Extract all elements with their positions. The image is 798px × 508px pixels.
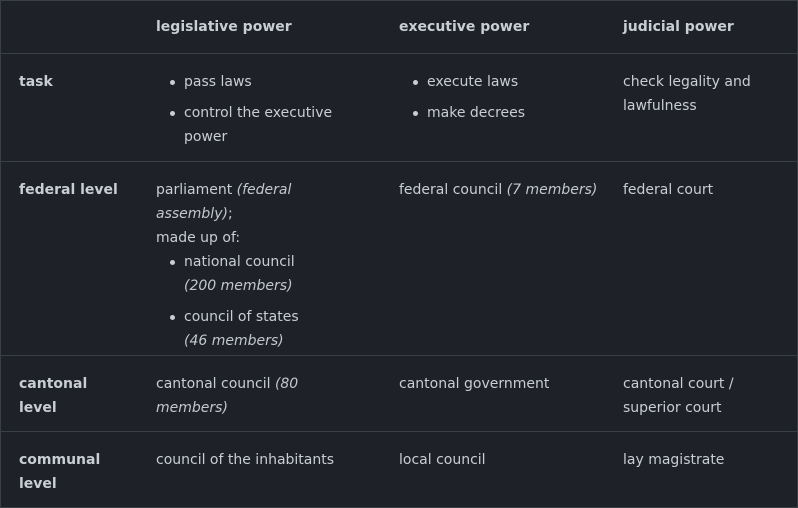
communal-legislative: council of the inhabitants [156, 452, 335, 468]
superior-court-text: superior court [623, 400, 722, 416]
list-item: pass laws [170, 70, 371, 94]
cantonal-council-members-1: (80 [274, 376, 299, 392]
list-item: control the executive power [170, 101, 371, 149]
row-label-task: task [19, 74, 53, 90]
federal-council-members: (7 members) [506, 182, 598, 198]
header-judicial: judicial power [623, 19, 734, 35]
list-item: council of states (46 members) [170, 305, 371, 353]
cantonal-council-text: cantonal council [156, 376, 271, 392]
cantonal-label-line2: level [19, 400, 57, 416]
communal-label-line2: level [19, 476, 57, 492]
federal-assembly-note: (federal assembly) [156, 182, 292, 222]
table-header-row: legislative power executive power judici… [1, 1, 797, 54]
federal-legislative-list: national council (200 members) council o… [156, 250, 371, 353]
federal-executive: federal council (7 members) [399, 178, 614, 202]
council-of-states-text: council of states [184, 309, 299, 325]
header-executive: executive power [399, 19, 530, 35]
communal-label-line1: communal [19, 452, 101, 468]
list-item: national council (200 members) [170, 250, 371, 298]
cantonal-label-line1: cantonal [19, 376, 88, 392]
task-legislative-list: pass laws control the executive power [156, 70, 371, 149]
task-executive-list: execute laws make decrees [399, 70, 614, 125]
national-council-members: (200 members) [184, 278, 293, 294]
cantonal-council-members-2: members) [156, 400, 228, 416]
table-row-task: task pass laws control the executive pow… [1, 54, 797, 162]
header-legislative: legislative power [156, 19, 292, 35]
cantonal-executive: cantonal government [399, 376, 550, 392]
national-council-text: national council [184, 254, 295, 270]
federal-judicial: federal court [623, 182, 714, 198]
federal-legislative: parliament (federal assembly); made up o… [156, 178, 371, 360]
row-label-federal: federal level [19, 182, 118, 198]
task-legislative: pass laws control the executive power [156, 70, 371, 156]
communal-judicial: lay magistrate [623, 452, 725, 468]
table-row-federal: federal level parliament (federal assemb… [1, 162, 797, 356]
cantonal-judicial: cantonal court / superior court [623, 372, 793, 420]
task-executive: execute laws make decrees [399, 70, 614, 132]
communal-executive: local council [399, 452, 486, 468]
row-label-communal: communal level [19, 448, 149, 496]
task-judicial: check legality and lawfulness [623, 74, 751, 114]
table-row-communal: communal level council of the inhabitant… [1, 432, 797, 507]
council-of-states-members: (46 members) [184, 333, 284, 349]
list-item: make decrees [413, 101, 614, 125]
made-up-of-text: made up of: [156, 230, 241, 246]
row-label-cantonal: cantonal level [19, 372, 149, 420]
federal-council-text: federal council [399, 182, 503, 198]
intro-semicolon: ; [227, 206, 233, 222]
federal-legislative-intro: parliament (federal assembly); made up o… [156, 178, 371, 250]
cantonal-court-text: cantonal court / [623, 376, 734, 392]
table-row-cantonal: cantonal level cantonal council (80 memb… [1, 356, 797, 432]
list-item: execute laws [413, 70, 614, 94]
cantonal-legislative: cantonal council (80 members) [156, 372, 371, 420]
parliament-text: parliament [156, 182, 233, 198]
